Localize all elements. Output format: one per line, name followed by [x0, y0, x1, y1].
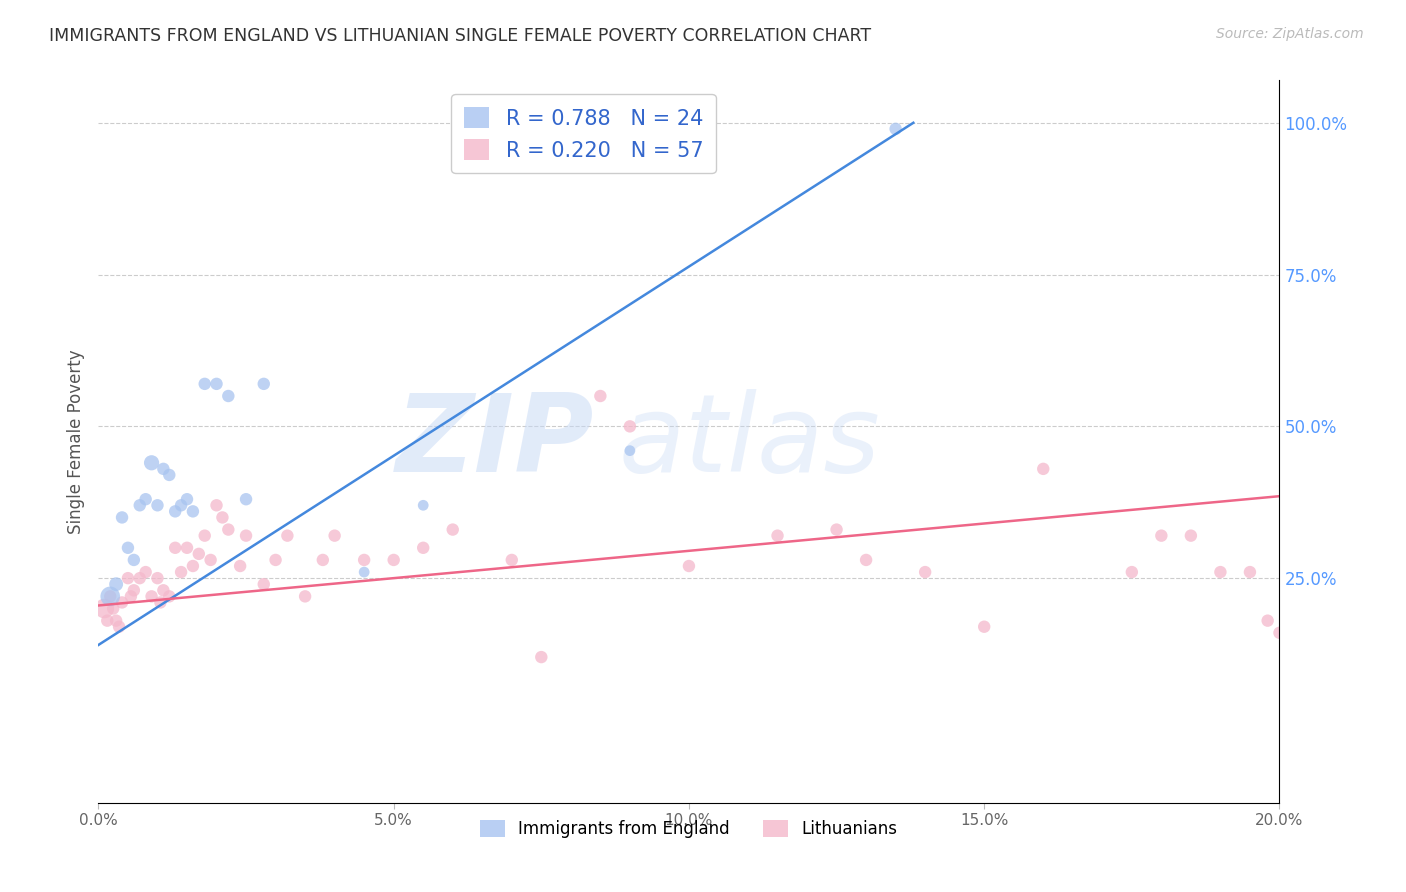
- Point: [111, 595, 134, 609]
- Point: [766, 529, 789, 543]
- Point: [181, 559, 204, 574]
- Point: [105, 614, 128, 628]
- Point: [619, 419, 641, 434]
- Point: [135, 492, 157, 507]
- Point: [312, 553, 335, 567]
- Point: [353, 565, 375, 579]
- Point: [382, 553, 405, 567]
- Legend: Immigrants from England, Lithuanians: Immigrants from England, Lithuanians: [474, 814, 904, 845]
- Point: [157, 590, 180, 604]
- Point: [264, 553, 287, 567]
- Point: [530, 650, 553, 665]
- Point: [157, 467, 180, 482]
- Point: [170, 565, 193, 579]
- Point: [235, 529, 257, 543]
- Point: [412, 541, 434, 555]
- Point: [1180, 529, 1202, 543]
- Point: [200, 553, 222, 567]
- Point: [619, 443, 641, 458]
- Point: [914, 565, 936, 579]
- Point: [108, 620, 131, 634]
- Point: [176, 541, 198, 555]
- Point: [1257, 614, 1279, 628]
- Point: [93, 601, 115, 615]
- Point: [276, 529, 298, 543]
- Point: [187, 547, 209, 561]
- Point: [135, 565, 157, 579]
- Point: [1121, 565, 1143, 579]
- Point: [678, 559, 700, 574]
- Text: IMMIGRANTS FROM ENGLAND VS LITHUANIAN SINGLE FEMALE POVERTY CORRELATION CHART: IMMIGRANTS FROM ENGLAND VS LITHUANIAN SI…: [49, 27, 872, 45]
- Point: [441, 523, 464, 537]
- Y-axis label: Single Female Poverty: Single Female Poverty: [66, 350, 84, 533]
- Point: [211, 510, 233, 524]
- Point: [149, 595, 172, 609]
- Point: [128, 498, 150, 512]
- Point: [1239, 565, 1261, 579]
- Point: [120, 590, 142, 604]
- Point: [501, 553, 523, 567]
- Text: atlas: atlas: [619, 389, 880, 494]
- Point: [323, 529, 346, 543]
- Point: [1268, 625, 1291, 640]
- Point: [105, 577, 128, 591]
- Text: ZIP: ZIP: [396, 389, 595, 494]
- Point: [165, 541, 187, 555]
- Point: [589, 389, 612, 403]
- Point: [141, 456, 163, 470]
- Point: [353, 553, 375, 567]
- Point: [884, 121, 907, 136]
- Text: Source: ZipAtlas.com: Source: ZipAtlas.com: [1216, 27, 1364, 41]
- Point: [128, 571, 150, 585]
- Point: [1032, 462, 1054, 476]
- Point: [152, 583, 174, 598]
- Point: [217, 389, 239, 403]
- Point: [103, 601, 125, 615]
- Point: [111, 510, 134, 524]
- Point: [825, 523, 848, 537]
- Point: [205, 376, 228, 391]
- Point: [973, 620, 995, 634]
- Point: [294, 590, 316, 604]
- Point: [176, 492, 198, 507]
- Point: [235, 492, 257, 507]
- Point: [194, 376, 217, 391]
- Point: [146, 498, 169, 512]
- Point: [1209, 565, 1232, 579]
- Point: [122, 583, 145, 598]
- Point: [181, 504, 204, 518]
- Point: [117, 571, 139, 585]
- Point: [141, 590, 163, 604]
- Point: [194, 529, 217, 543]
- Point: [1150, 529, 1173, 543]
- Point: [217, 523, 239, 537]
- Point: [253, 577, 276, 591]
- Point: [170, 498, 193, 512]
- Point: [117, 541, 139, 555]
- Point: [229, 559, 252, 574]
- Point: [152, 462, 174, 476]
- Point: [146, 571, 169, 585]
- Point: [412, 498, 434, 512]
- Point: [165, 504, 187, 518]
- Point: [205, 498, 228, 512]
- Point: [98, 590, 121, 604]
- Point: [98, 590, 121, 604]
- Point: [122, 553, 145, 567]
- Point: [253, 376, 276, 391]
- Point: [96, 614, 118, 628]
- Point: [855, 553, 877, 567]
